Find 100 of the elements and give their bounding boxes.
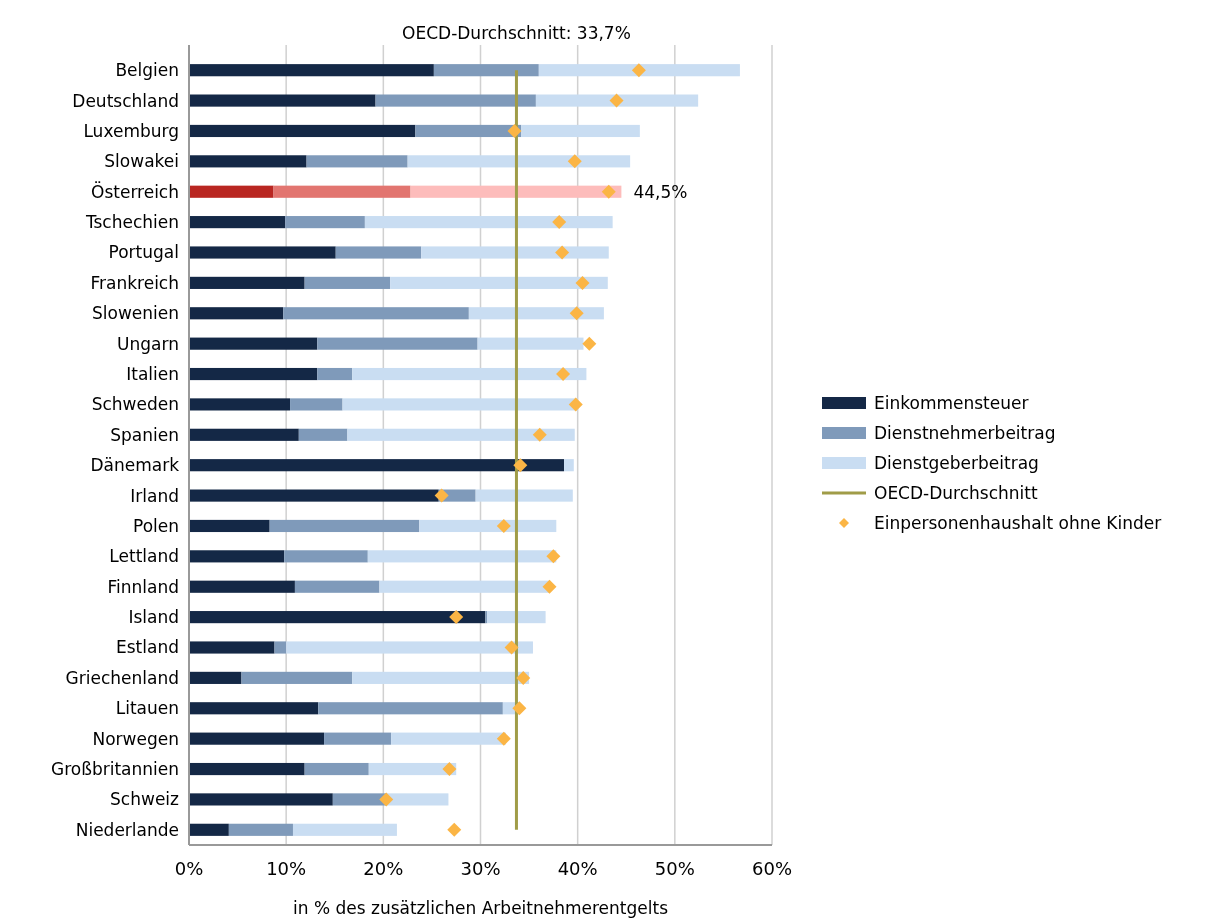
bar: [189, 489, 439, 502]
bar: [189, 459, 565, 472]
bar: [564, 459, 574, 472]
bar: [189, 519, 270, 533]
bar: [189, 671, 242, 684]
point: [567, 154, 582, 169]
y-tick-label: Lettland: [109, 546, 179, 567]
bar: [189, 246, 336, 259]
bar: [298, 428, 348, 441]
bar: [189, 793, 333, 806]
y-tick-label: Großbritannien: [51, 758, 179, 779]
x-tick-label: 50%: [654, 858, 695, 879]
y-tick-label: Spanien: [110, 424, 179, 445]
y-tick-label: Frankreich: [90, 272, 179, 293]
bar: [189, 216, 286, 229]
bar: [292, 823, 397, 836]
legend-label: Einkommensteuer: [874, 392, 1029, 413]
bar: [228, 823, 293, 836]
bar: [189, 732, 325, 745]
bar: [189, 367, 318, 381]
bar: [241, 671, 353, 684]
x-tick-label: 10%: [266, 858, 307, 879]
bar: [391, 732, 506, 745]
bar: [387, 793, 449, 806]
y-tick-label: Dänemark: [90, 455, 180, 476]
point: [513, 458, 528, 473]
legend-label: Dienstnehmerbeitrag: [874, 422, 1056, 443]
y-tick-label: Slowenien: [91, 303, 179, 324]
point: [504, 640, 519, 655]
bar: [475, 489, 573, 502]
bar: [433, 64, 539, 77]
bar: [487, 611, 546, 624]
point: [555, 245, 570, 260]
bar: [317, 367, 353, 381]
bar: [538, 64, 740, 77]
point: [552, 215, 567, 230]
bar: [189, 550, 285, 563]
bar: [290, 398, 343, 411]
point: [542, 579, 557, 594]
x-tick-label: 60%: [751, 858, 793, 879]
bar: [364, 216, 613, 229]
point: [512, 701, 527, 716]
total-label: 44,5%: [633, 181, 688, 202]
x-tick-label: 20%: [363, 858, 404, 879]
point: [569, 306, 584, 321]
point: [556, 367, 571, 382]
y-tick-label: Estland: [116, 637, 179, 658]
bar: [189, 307, 284, 320]
bar: [468, 307, 604, 320]
point: [516, 670, 531, 685]
bar: [347, 428, 575, 441]
x-tick-label: 30%: [460, 858, 501, 879]
bar: [318, 702, 503, 715]
bar: [189, 124, 416, 138]
bar: [269, 519, 420, 533]
point: [601, 184, 616, 199]
bar: [410, 185, 622, 198]
y-tick-label: Luxemburg: [83, 120, 179, 141]
y-tick-label: Belgien: [115, 60, 179, 81]
x-tick-label: 0%: [174, 858, 204, 879]
bar: [273, 185, 411, 198]
bar: [335, 246, 422, 259]
y-tick-label: Schweiz: [110, 789, 180, 810]
x-axis-title: in % des zusätzlichen Arbeitnehmerentgelts: [292, 898, 669, 918]
y-tick-label: Litauen: [115, 698, 179, 719]
point: [496, 731, 511, 746]
bar: [304, 762, 369, 776]
bar: [379, 580, 550, 593]
bar: [189, 611, 486, 624]
text: OECD-Durchschnitt: 33,7%: [402, 23, 631, 43]
y-tick-label: Polen: [132, 515, 179, 536]
point: [568, 397, 583, 412]
point: [631, 63, 646, 78]
bar: [367, 550, 557, 563]
bar: [285, 216, 365, 229]
point: [449, 610, 464, 625]
bar: [332, 793, 388, 806]
point: [379, 792, 394, 807]
y-tick-label: Island: [128, 607, 179, 628]
bar: [189, 762, 305, 776]
bar: [189, 64, 434, 77]
bar: [189, 337, 318, 350]
bar: [407, 155, 631, 168]
y-tick-label: Irland: [130, 485, 179, 506]
point: [609, 93, 624, 108]
point: [507, 123, 522, 138]
bar: [189, 823, 229, 836]
y-tick-label: Niederlande: [75, 819, 179, 840]
bar: [189, 276, 305, 289]
bar: [286, 641, 533, 654]
y-tick-label: Ungarn: [117, 333, 179, 354]
point: [546, 549, 561, 564]
bar: [352, 671, 530, 684]
y-tick-label: Deutschland: [72, 90, 179, 111]
legend-label: Einpersonenhaushalt ohne Kinder: [874, 512, 1162, 533]
bar: [189, 398, 291, 411]
y-tick-label: Italien: [126, 363, 179, 384]
bar: [324, 732, 392, 745]
legend-label: OECD-Durchschnitt: [874, 482, 1038, 503]
y-tick-label: Schweden: [91, 394, 179, 415]
